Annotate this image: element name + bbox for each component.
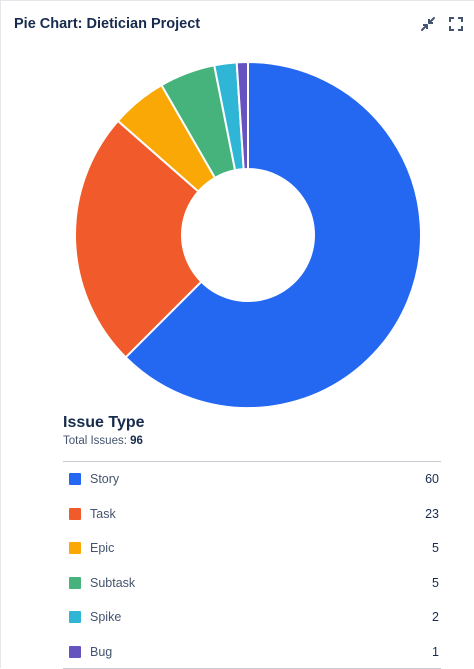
legend-label: Subtask	[90, 576, 432, 590]
fullscreen-icon	[448, 16, 464, 32]
legend-label: Epic	[90, 541, 432, 555]
legend-swatch	[69, 646, 81, 658]
minimize-icon	[420, 16, 436, 32]
donut-chart	[1, 51, 474, 421]
legend-swatch	[69, 542, 81, 554]
fullscreen-button[interactable]	[446, 14, 466, 34]
legend-count: 5	[432, 576, 439, 590]
legend-swatch	[69, 508, 81, 520]
legend-label: Task	[90, 507, 425, 521]
chart-area	[1, 51, 474, 421]
issue-type-heading: Issue Type	[63, 414, 145, 432]
legend-count: 1	[432, 645, 439, 659]
legend-label: Story	[90, 472, 425, 486]
gadget-header: Pie Chart: Dietician Project	[14, 15, 466, 35]
total-issues-value: 96	[130, 435, 143, 447]
legend-count: 5	[432, 541, 439, 555]
legend-swatch	[69, 577, 81, 589]
total-issues-label: Total Issues:	[63, 435, 130, 447]
minimize-button[interactable]	[418, 14, 438, 34]
legend-count: 60	[425, 472, 439, 486]
legend-swatch	[69, 611, 81, 623]
legend-swatch	[69, 473, 81, 485]
legend-count: 23	[425, 507, 439, 521]
legend-label: Spike	[90, 610, 432, 624]
gadget-title: Pie Chart: Dietician Project	[14, 15, 200, 33]
total-issues: Total Issues: 96	[63, 435, 143, 447]
legend-count: 2	[432, 610, 439, 624]
legend-label: Bug	[90, 645, 432, 659]
